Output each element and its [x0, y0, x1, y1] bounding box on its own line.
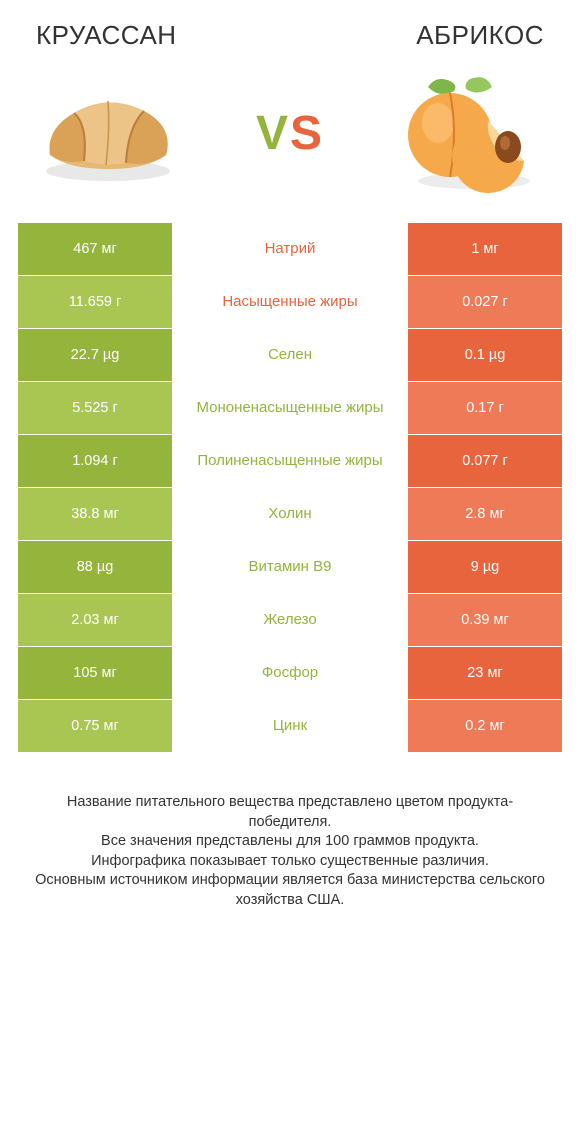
right-value: 0.077 г	[408, 435, 562, 487]
left-value: 22.7 µg	[18, 329, 172, 381]
left-value: 11.659 г	[18, 276, 172, 328]
right-value: 1 мг	[408, 223, 562, 275]
right-value: 0.39 мг	[408, 594, 562, 646]
footer-line: Название питательного вещества представл…	[26, 793, 554, 832]
table-row: 1.094 гПолиненасыщенные жиры0.077 г	[18, 435, 562, 487]
vs-v: V	[256, 107, 290, 160]
right-value: 0.2 мг	[408, 700, 562, 752]
table-row: 5.525 гМононенасыщенные жиры0.17 г	[18, 382, 562, 434]
right-value: 0.17 г	[408, 382, 562, 434]
right-value: 2.8 мг	[408, 488, 562, 540]
nutrient-label: Натрий	[172, 223, 408, 275]
table-row: 22.7 µgСелен0.1 µg	[18, 329, 562, 381]
footer-line: Основным источником информации является …	[26, 871, 554, 910]
left-value: 5.525 г	[18, 382, 172, 434]
nutrient-label: Витамин B9	[172, 541, 408, 593]
right-value: 0.027 г	[408, 276, 562, 328]
comparison-table: 467 мгНатрий1 мг11.659 гНасыщенные жиры0…	[18, 223, 562, 753]
table-row: 0.75 мгЦинк0.2 мг	[18, 700, 562, 752]
footer-line: Инфографика показывает только существенн…	[26, 852, 554, 872]
infographic-container: КРУАССАН АБРИКОС VS	[0, 0, 580, 1144]
table-row: 11.659 гНасыщенные жиры0.027 г	[18, 276, 562, 328]
vs-s: S	[290, 107, 324, 160]
nutrient-label: Насыщенные жиры	[172, 276, 408, 328]
left-value: 88 µg	[18, 541, 172, 593]
vs-label: VS	[256, 106, 324, 161]
right-food-title: АБРИКОС	[416, 20, 544, 51]
nutrient-label: Железо	[172, 594, 408, 646]
table-row: 105 мгФосфор23 мг	[18, 647, 562, 699]
left-value: 2.03 мг	[18, 594, 172, 646]
table-row: 467 мгНатрий1 мг	[18, 223, 562, 275]
nutrient-label: Полиненасыщенные жиры	[172, 435, 408, 487]
nutrient-label: Селен	[172, 329, 408, 381]
table-row: 88 µgВитамин B99 µg	[18, 541, 562, 593]
left-value: 467 мг	[18, 223, 172, 275]
right-value: 23 мг	[408, 647, 562, 699]
croissant-image	[28, 73, 188, 193]
left-value: 105 мг	[18, 647, 172, 699]
nutrient-label: Мононенасыщенные жиры	[172, 382, 408, 434]
right-value: 9 µg	[408, 541, 562, 593]
left-value: 38.8 мг	[18, 488, 172, 540]
footer-line: Все значения представлены для 100 граммо…	[26, 832, 554, 852]
footer-note: Название питательного вещества представл…	[18, 793, 562, 910]
left-food-title: КРУАССАН	[36, 20, 177, 51]
header-row: КРУАССАН АБРИКОС	[18, 20, 562, 51]
left-value: 1.094 г	[18, 435, 172, 487]
nutrient-label: Холин	[172, 488, 408, 540]
left-value: 0.75 мг	[18, 700, 172, 752]
table-row: 2.03 мгЖелезо0.39 мг	[18, 594, 562, 646]
right-value: 0.1 µg	[408, 329, 562, 381]
apricot-image	[392, 73, 552, 193]
images-row: VS	[18, 73, 562, 193]
table-row: 38.8 мгХолин2.8 мг	[18, 488, 562, 540]
nutrient-label: Цинк	[172, 700, 408, 752]
nutrient-label: Фосфор	[172, 647, 408, 699]
